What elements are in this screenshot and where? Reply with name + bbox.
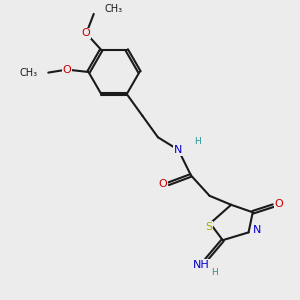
Text: N: N <box>253 225 261 235</box>
Text: N: N <box>174 145 182 155</box>
Text: H: H <box>211 268 218 277</box>
Text: NH: NH <box>194 260 210 270</box>
Text: O: O <box>274 199 283 209</box>
Text: CH₃: CH₃ <box>20 68 38 78</box>
Text: O: O <box>159 179 167 189</box>
Text: O: O <box>62 64 71 75</box>
Text: S: S <box>205 222 212 232</box>
Text: CH₃: CH₃ <box>104 4 122 14</box>
Text: H: H <box>194 137 201 146</box>
Text: O: O <box>82 28 91 38</box>
